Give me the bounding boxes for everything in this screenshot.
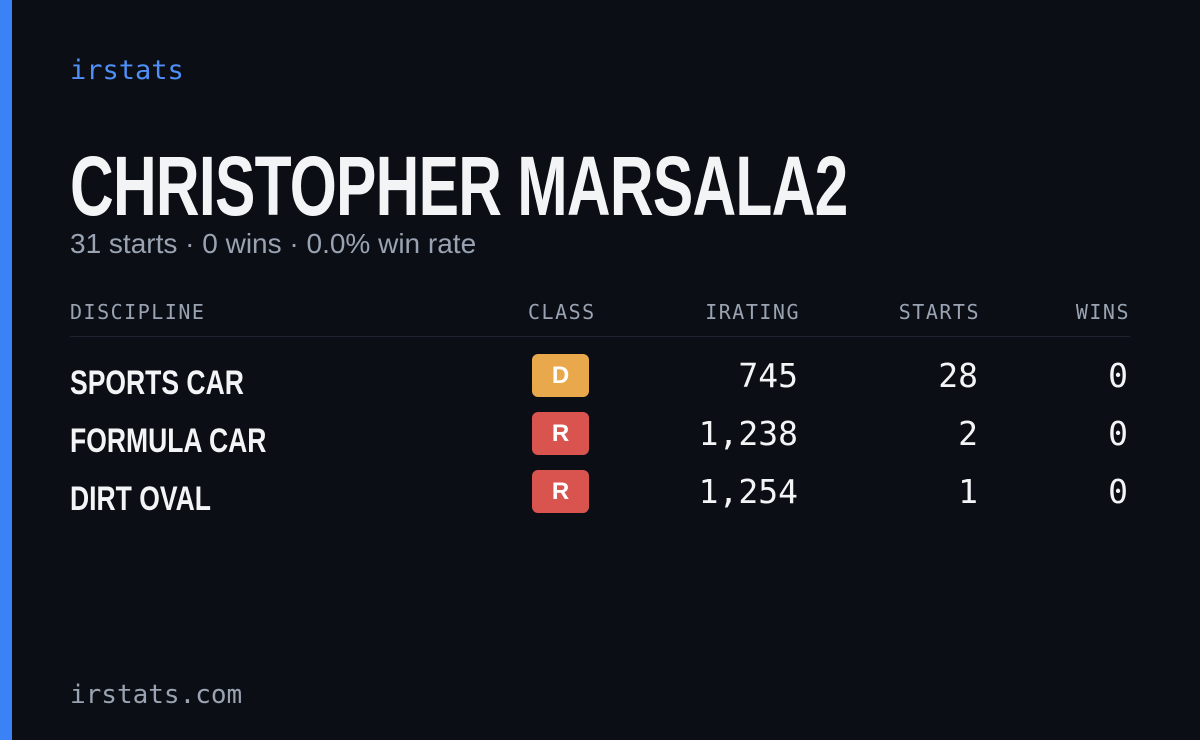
footer: irstats.com — [70, 680, 243, 710]
brand: irstats — [70, 55, 184, 86]
column-header: STARTS — [898, 300, 980, 324]
class-badge: R — [532, 470, 589, 513]
irating: 745 — [738, 356, 798, 395]
starts: 2 — [958, 414, 978, 453]
discipline: FORMULA CAR — [70, 422, 267, 460]
discipline: SPORTS CAR — [70, 364, 244, 402]
accent-bar — [0, 0, 12, 740]
summary: 31 starts · 0 wins · 0.0% win rate — [70, 228, 477, 259]
wins: 0 — [1108, 356, 1128, 395]
column-header: WINS — [1075, 300, 1130, 324]
column-header: CLASS — [528, 300, 596, 324]
starts: 1 — [958, 472, 978, 511]
column-header: IRATING — [705, 300, 800, 324]
class-badge: R — [532, 412, 589, 455]
irating: 1,238 — [698, 414, 798, 453]
driver-name: CHRISTOPHER MARSALA2 — [70, 139, 848, 233]
wins: 0 — [1108, 472, 1128, 511]
wins: 0 — [1108, 414, 1128, 453]
class-badge: D — [532, 354, 589, 397]
irating: 1,254 — [698, 472, 798, 511]
discipline: DIRT OVAL — [70, 480, 211, 518]
header-rule — [70, 336, 1130, 337]
starts: 28 — [938, 356, 978, 395]
column-header: DISCIPLINE — [70, 300, 206, 324]
